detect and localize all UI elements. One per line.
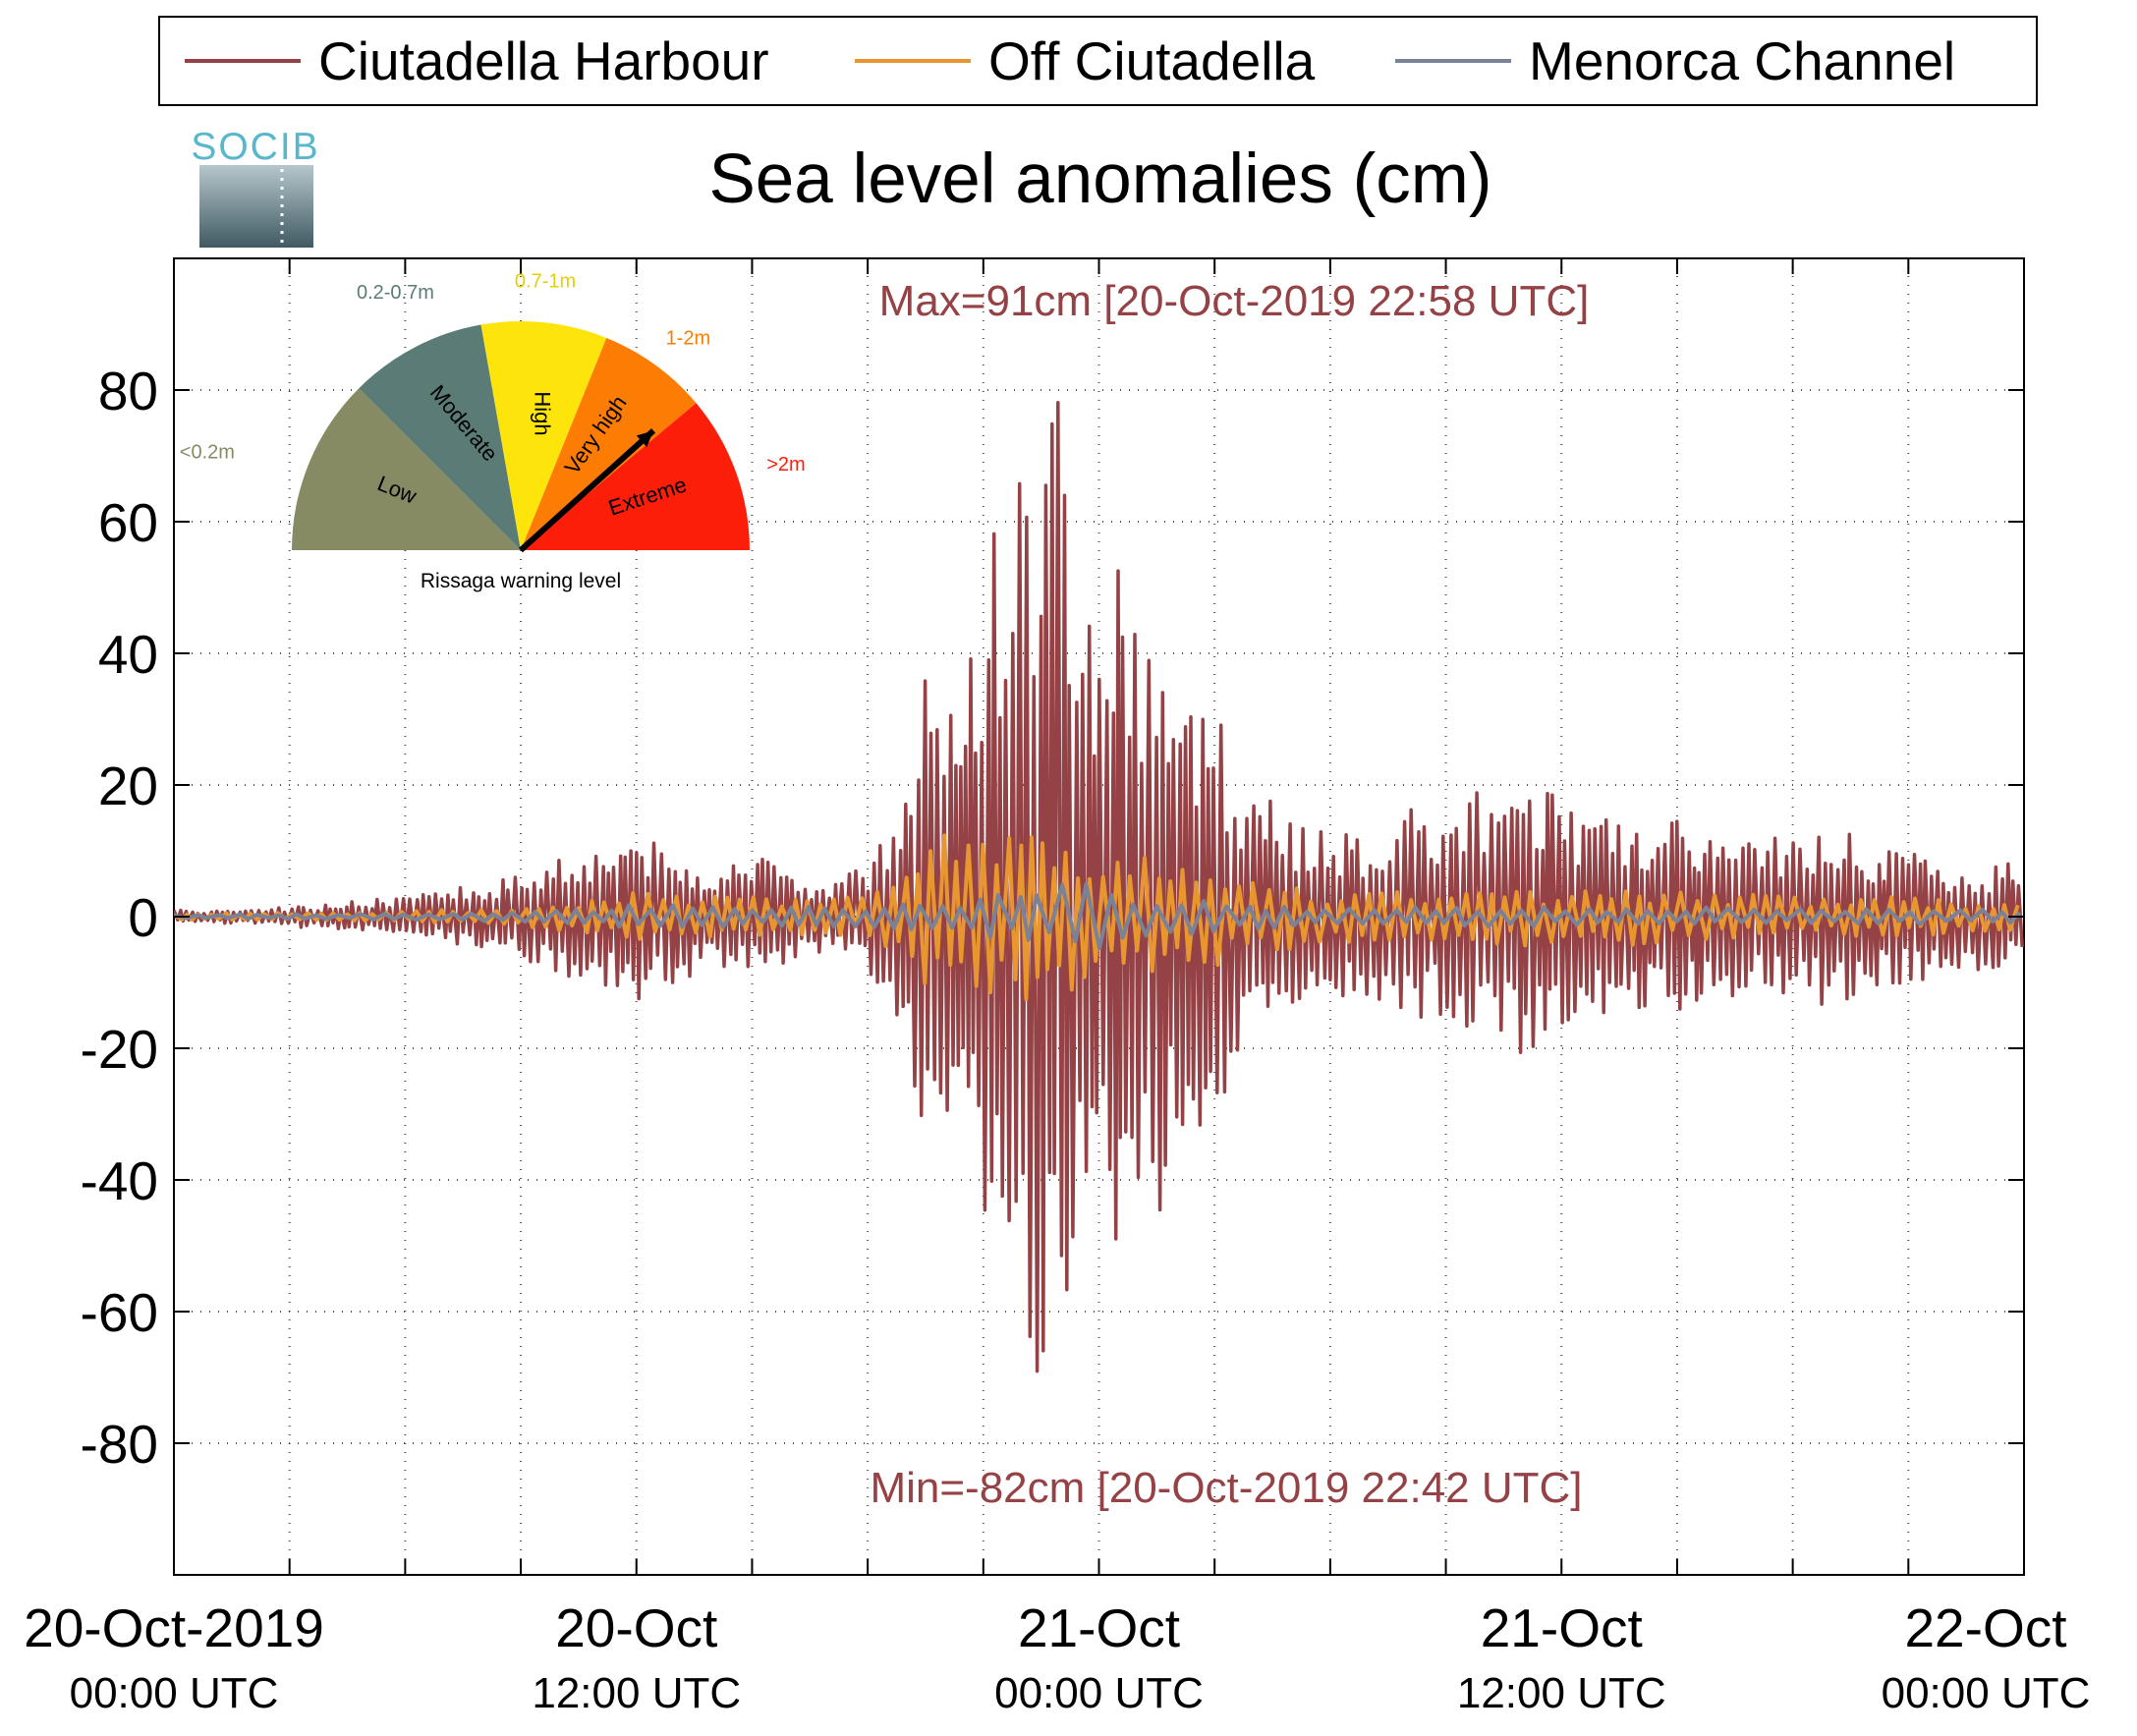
x-tick-label-time: 00:00 UTC [1882,1669,2091,1717]
y-tick-label: 20 [98,756,158,816]
min-annotation: Min=-82cm [20-Oct-2019 22:42 UTC] [870,1464,1582,1512]
gauge-segment-extreme [521,403,750,550]
x-tick-label-date: 20-Oct-2019 [24,1597,324,1658]
legend-box [158,16,2038,106]
socib-logo: SOCIB [191,126,319,248]
gauge-range-label: 1-2m [666,328,711,350]
gauge-title: Rissaga warning level [421,570,621,592]
gauge-range-label: 0.7-1m [515,270,576,292]
y-tick-label: -40 [81,1150,159,1211]
gauge-range-label: >2m [766,454,805,476]
gauge-level-label: High [531,391,555,435]
y-tick-label: 40 [98,624,158,685]
gauge-range-label: 0.2-0.7m [357,282,434,304]
series-line-off-ciutadella [174,833,2020,1002]
gauge-segment-low [292,388,521,550]
socib-logo-text: SOCIB [191,126,319,168]
legend-label: Off Ciutadella [988,30,1316,91]
gauge-needle-head [636,430,654,448]
gauge-segment-very-high [521,337,697,550]
axis-ticks [174,258,2024,1575]
x-tick-label-time: 12:00 UTC [1457,1669,1666,1717]
y-tick-label: -60 [81,1282,159,1343]
gauge-needle [518,428,656,553]
max-annotation: Max=91cm [20-Oct-2019 22:58 UTC] [879,277,1590,325]
grid [174,258,2024,1575]
x-tick-label-time: 00:00 UTC [70,1669,279,1717]
x-tick-label-time: 00:00 UTC [994,1669,1204,1717]
legend-label: Ciutadella Harbour [318,30,769,91]
legend-label: Menorca Channel [1529,30,1955,91]
legend: Ciutadella Harbour Off Ciutadella Menorca … [158,16,2038,106]
gauge-segment-moderate [359,324,521,550]
x-tick-label-date: 21-Oct [1481,1597,1643,1658]
chart-title: Sea level anomalies (cm) [708,140,1491,218]
x-tick-label-date: 21-Oct [1018,1597,1180,1658]
x-tick-label-date: 22-Oct [1904,1597,2066,1658]
x-tick-label-date: 20-Oct [555,1597,717,1658]
x-axis-tick-labels: 20-Oct-2019 00:00 UTC 20-Oct 12:00 UTC 21-Oc… [24,1597,2090,1717]
y-tick-label: -80 [81,1414,159,1475]
y-axis-tick-labels: 80 60 40 20 0 -20 -40 -60 -80 [81,361,159,1475]
y-tick-label: -20 [81,1019,159,1080]
series-line-menorca-channel [174,881,2022,950]
y-tick-label: 0 [128,887,158,948]
y-tick-label: 80 [98,361,158,421]
x-tick-label-time: 12:00 UTC [532,1669,741,1717]
gauge-range-label: <0.2m [180,442,235,464]
gauge-segment-high [480,321,607,550]
y-tick-label: 60 [98,492,158,553]
socib-logo-wave [199,165,313,248]
